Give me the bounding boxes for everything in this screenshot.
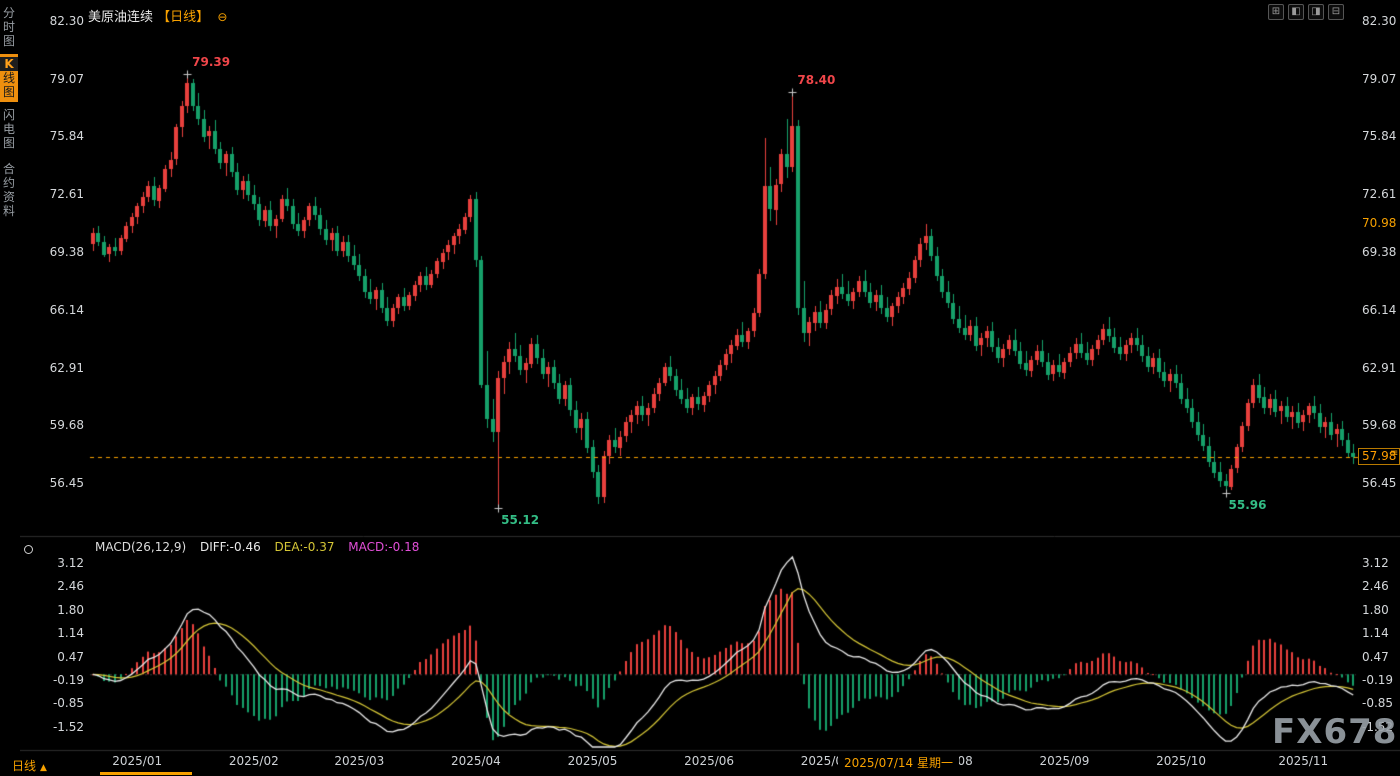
chart-title: 美原油连续	[88, 10, 154, 25]
sidebar-tab-char: 合	[2, 162, 15, 176]
chart-header: 美原油连续 【日线】 ⊖	[88, 6, 227, 25]
chevron-up-icon: ▲	[40, 763, 47, 773]
timeframe-tab-daily[interactable]: 日线 ▲	[12, 757, 47, 774]
crosshair-price-label: 70.98	[1360, 216, 1399, 231]
crosshair-date-label: 2025/07/14 星期一	[838, 752, 959, 773]
sidebar-tab-char: 分	[2, 6, 15, 20]
sidebar-tab-char: 闪	[2, 108, 15, 122]
timeframe-tab-label: 日线	[12, 759, 37, 773]
indicator-dea-value: DEA:-0.37	[274, 540, 335, 554]
scroll-position-indicator[interactable]	[100, 772, 192, 775]
layout-left-icon[interactable]: ◧	[1288, 4, 1304, 20]
indicator-value-row: MACD(26,12,9) DIFF:-0.46 DEA:-0.37 MACD:…	[95, 540, 429, 554]
sidebar-tab-flash-chart[interactable]: 闪电图	[0, 108, 18, 150]
sidebar-tab-char: 图	[2, 85, 15, 99]
window-layout-toolbar: ⊞ ◧ ◨ ⊟	[1268, 4, 1344, 20]
layout-stack-icon[interactable]: ⊟	[1328, 4, 1344, 20]
chart-settings-icon[interactable]: ⊖	[217, 10, 228, 24]
timeframe-tag: 【日线】	[157, 10, 210, 25]
sidebar-tab-char: 图	[2, 34, 15, 48]
sidebar-tab-char: 时	[2, 20, 15, 34]
sidebar-tab-contract-info[interactable]: 合约资料	[0, 162, 18, 218]
sidebar-tab-time-chart[interactable]: 分时图	[0, 6, 18, 48]
indicator-diff-value: DIFF:-0.46	[199, 540, 261, 554]
indicator-toggle-icon[interactable]	[24, 545, 33, 554]
watermark: FX678	[1272, 712, 1398, 752]
sidebar-tab-char: 料	[2, 204, 15, 218]
layout-right-icon[interactable]: ◨	[1308, 4, 1324, 20]
sidebar-tab-char: K	[0, 57, 18, 71]
sidebar-tab-char: 电	[2, 122, 15, 136]
layout-grid-icon[interactable]: ⊞	[1268, 4, 1284, 20]
sidebar-tab-char: 资	[2, 190, 15, 204]
sidebar-tab-char: 图	[2, 136, 15, 150]
price-line-tag-icon[interactable]: ≡	[1390, 448, 1399, 459]
indicator-macd-value: MACD:-0.18	[348, 540, 420, 554]
sidebar-tab-char: 线	[2, 71, 15, 85]
indicator-name-label: MACD(26,12,9)	[95, 540, 187, 554]
sidebar-tab-char: 约	[2, 176, 15, 190]
